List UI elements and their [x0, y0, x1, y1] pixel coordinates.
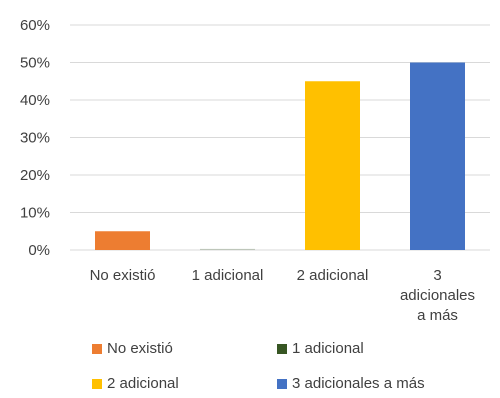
legend-item-no-existio: No existió: [92, 340, 173, 357]
legend-swatch-3-adicionales: [277, 378, 287, 389]
y-tick-label-1: 10%: [20, 205, 50, 222]
legend-swatch-2-adicional: [92, 378, 102, 389]
bar-2: [305, 81, 360, 250]
legend-label-3-adicionales: 3 adicionales a más: [292, 375, 425, 392]
legend-label-2-adicional: 2 adicional: [107, 375, 179, 392]
legend: No existió 1 adicional 2 adicional 3 adi…: [0, 332, 500, 398]
y-tick-label-2: 20%: [20, 167, 50, 184]
y-tick-label-3: 30%: [20, 130, 50, 147]
legend-label-no-existio: No existió: [107, 340, 173, 357]
y-tick-label-0: 0%: [28, 242, 50, 259]
x-category-label-3: 3 adicionales a más: [400, 267, 475, 324]
x-category-label-2: 2 adicional: [297, 267, 369, 284]
bar-chart-plot: 0% 10% 20% 30% 40% 50% 60% No existió 1 adiciona…: [20, 17, 490, 324]
y-tick-label-5: 50%: [20, 55, 50, 72]
y-tick-label-4: 40%: [20, 92, 50, 109]
x-category-label-0: No existió: [90, 267, 156, 284]
bar-1: [200, 248, 255, 250]
y-tick-label-6: 60%: [20, 17, 50, 34]
legend-label-1-adicional: 1 adicional: [292, 340, 364, 357]
x-category-label-1: 1 adicional: [192, 267, 264, 284]
legend-swatch-no-existio: [92, 343, 102, 354]
legend-swatch-1-adicional: [277, 343, 287, 354]
legend-item-2-adicional: 2 adicional: [92, 375, 179, 392]
bar-0: [95, 231, 150, 250]
bar-3: [410, 62, 465, 250]
legend-item-3-adicionales: 3 adicionales a más: [277, 375, 425, 392]
legend-item-1-adicional: 1 adicional: [277, 340, 364, 357]
